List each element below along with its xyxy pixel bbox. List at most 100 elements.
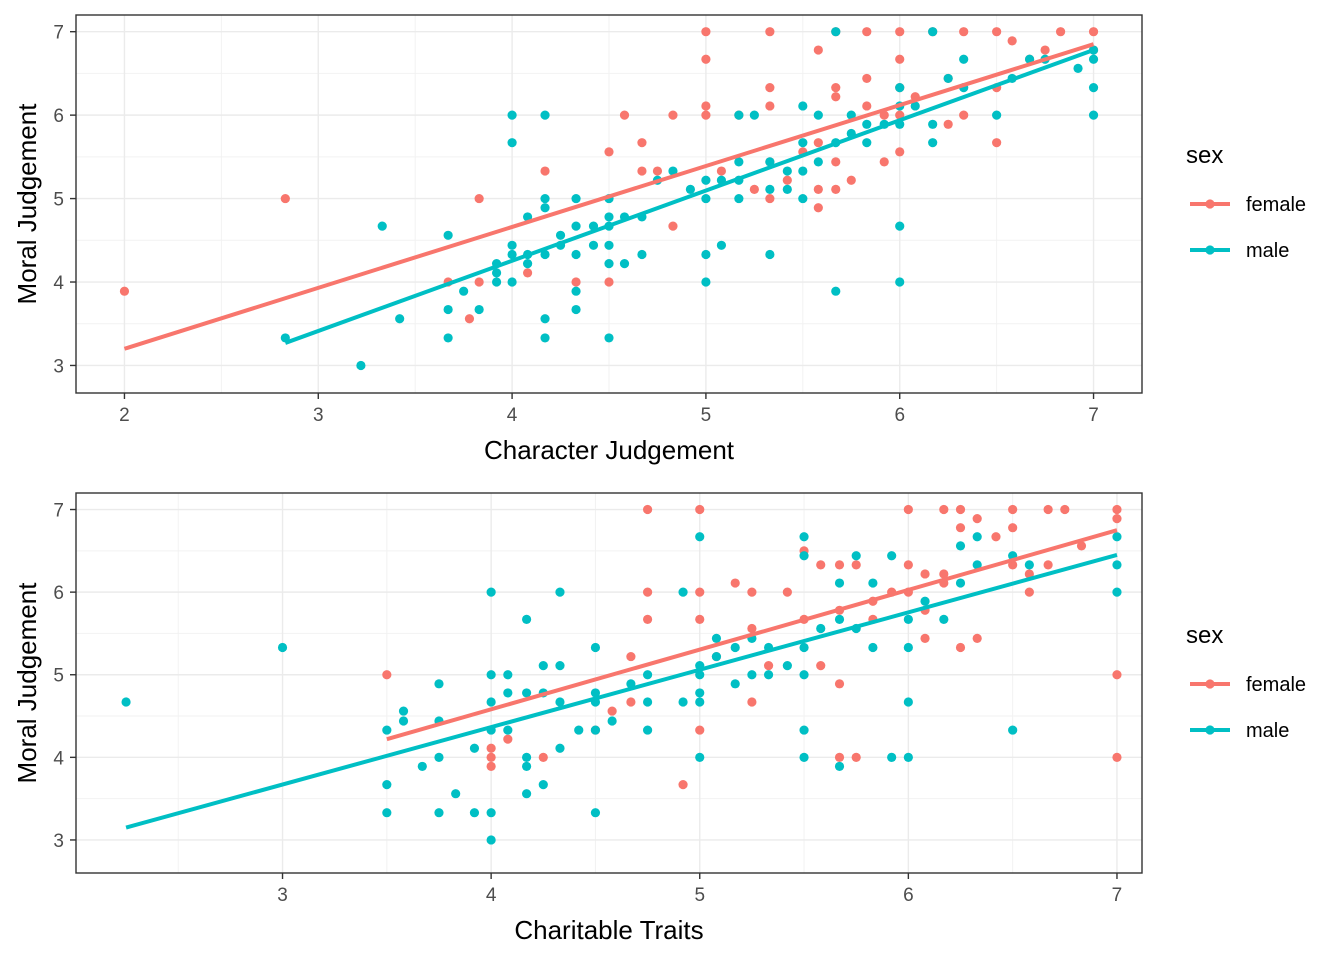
top-x-tick-label: 6 [894,405,905,426]
bottom-point-male [903,697,913,707]
bottom-point-male [642,725,653,735]
top-points [119,27,1099,371]
top-point-male [668,166,678,176]
bottom-point-male [417,761,427,772]
top-x-ticks: 2 3 4 5 6 7 [119,393,1099,426]
top-point-female [522,268,533,278]
top-point-male [540,314,550,324]
bottom-point-male [868,578,878,588]
top-point-male [377,221,387,231]
bottom-point-male [434,808,444,818]
bottom-point-male [747,670,757,680]
bottom-point-male [799,725,809,735]
top-point-male [928,27,938,37]
bottom-point-male [730,679,740,689]
top-point-male [734,157,744,167]
top-point-male [716,240,727,250]
bottom-point-female [730,578,740,588]
bottom-y-ticks: 3 4 5 6 7 [53,501,76,852]
top-point-male [507,277,517,287]
bottom-point-male [955,578,966,588]
top-point-female [604,147,614,157]
bottom-point-male [695,532,705,542]
top-point-female [619,110,630,120]
bottom-point-female [1112,514,1122,524]
top-point-male [782,184,792,194]
bottom-legend-label-female: female [1246,674,1306,696]
top-point-female [701,101,711,111]
bottom-point-male [555,661,565,671]
top-point-male [491,277,502,287]
bottom-point-male [1112,532,1122,542]
bottom-point-male [521,614,532,624]
top-fit-line-female [123,42,1095,351]
bottom-point-male [799,532,809,542]
top-point-male [862,119,872,129]
top-point-female [831,184,841,194]
bottom-point-male [503,670,513,680]
bottom-point-male [972,560,982,570]
bottom-point-female [747,697,757,707]
top-y-axis-title: Moral Judgement [12,103,42,305]
top-legend-label-male: male [1246,240,1289,262]
top-point-female [474,277,484,287]
bottom-point-male [1112,560,1122,570]
top-legend-label-female: female [1246,194,1306,216]
bottom-point-male [574,725,584,735]
top-y-tick-label: 7 [53,23,64,44]
top-point-female [765,193,775,204]
top-point-male [701,193,711,204]
bottom-point-female [782,587,792,597]
bottom-point-female [695,725,705,735]
bottom-legend-key-male [1190,725,1230,735]
bottom-point-male [763,670,774,680]
top-gridlines [76,15,1142,393]
bottom-point-male [695,688,705,698]
bottom-point-female [1008,523,1018,533]
top-point-male [540,333,550,343]
bottom-point-male [1112,587,1122,597]
top-point-male [798,101,808,111]
bottom-fit-lines [125,528,1118,830]
top-point-female [846,175,856,185]
top-point-male [571,249,581,260]
bottom-point-female [920,633,930,643]
bottom-point-female [1060,504,1070,515]
top-y-tick-label: 6 [53,106,64,127]
top-point-female [716,166,727,176]
top-point-female [668,221,678,231]
bottom-x-axis-title: Charitable Traits [514,915,703,945]
bottom-y-tick-label: 5 [53,666,64,687]
bottom-legend: sex female male [1186,622,1306,742]
top-point-female [831,82,841,93]
bottom-point-male [851,551,861,561]
bottom-point-male [382,808,392,818]
top-y-tick-label: 3 [53,356,64,377]
top-point-female [813,45,823,55]
top-point-male [943,73,953,84]
bottom-point-male [799,642,809,653]
top-point-male [862,138,872,148]
top-point-male [701,277,711,287]
top-point-male [522,212,533,222]
top-point-male [395,314,405,324]
bottom-point-male [434,679,444,689]
top-point-male [831,27,841,37]
bottom-point-male [695,697,705,707]
bottom-point-male [590,642,601,653]
top-point-male [540,110,550,120]
top-point-female [637,166,647,176]
top-point-male [540,203,550,213]
top-point-male [701,249,711,260]
bottom-point-female [834,752,845,762]
top-point-female [1007,36,1017,46]
bottom-point-female [1112,752,1122,762]
top-point-male [701,175,711,185]
bottom-point-female [678,780,688,790]
top-point-male [765,184,775,194]
bottom-point-male [590,808,601,818]
legend-dot [1205,679,1215,689]
top-fit-line-male [284,48,1095,345]
top-point-male [540,193,550,204]
